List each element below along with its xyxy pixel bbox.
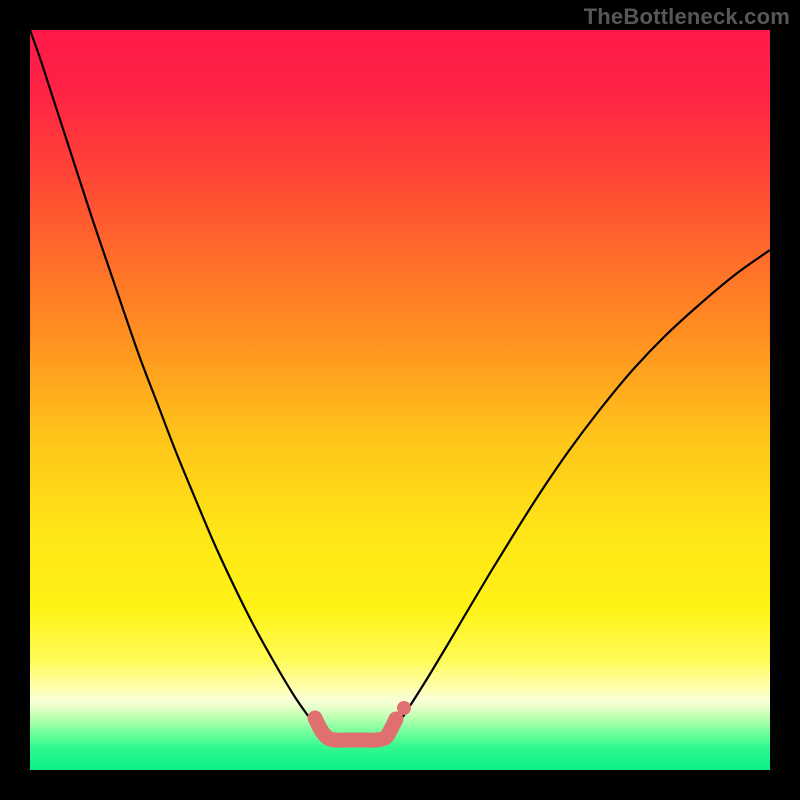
watermark-text: TheBottleneck.com [584,4,790,30]
optimal-range-dot [397,701,411,715]
plot-background-gradient [30,30,770,770]
bottleneck-chart [0,0,800,800]
chart-container: TheBottleneck.com [0,0,800,800]
